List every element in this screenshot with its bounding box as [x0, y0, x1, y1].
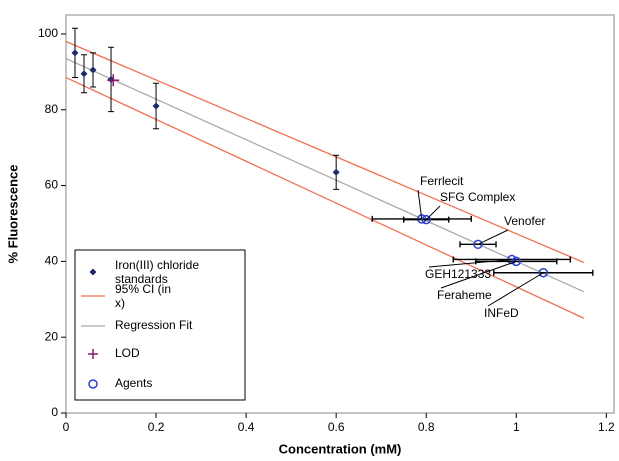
- x-tick-label: 0.6: [328, 420, 345, 434]
- data-point: [421, 214, 431, 225]
- ci-line: [65, 40, 585, 264]
- legend-label-line: standards: [115, 272, 168, 286]
- data-point: [332, 168, 340, 176]
- annotation: SFG Complex: [440, 190, 515, 204]
- annotation: GEH121333: [425, 267, 491, 281]
- x-tick-label: 0.4: [238, 420, 255, 434]
- y-tick-label: 80: [45, 102, 59, 116]
- legend-label: Iron(III) chloride standards: [115, 258, 202, 286]
- legend-label: Regression Fit: [115, 318, 193, 332]
- leader-line: [425, 205, 441, 221]
- x-tick-label: 1.2: [598, 420, 615, 434]
- ci-line: [65, 76, 585, 319]
- legend-marker: [89, 268, 97, 276]
- data-point: [71, 49, 79, 57]
- x-axis-label: Concentration (mM): [279, 441, 402, 456]
- annotation: Ferrlecit: [420, 174, 464, 188]
- y-tick-label: 20: [45, 329, 59, 343]
- data-point: [511, 256, 522, 267]
- data-point: [538, 268, 549, 278]
- leader-line: [417, 189, 423, 219]
- annotation: Feraheme: [437, 288, 492, 302]
- legend-marker: [88, 349, 98, 359]
- regression-line: [65, 57, 585, 293]
- legend-box: [74, 249, 246, 401]
- data-point: [473, 239, 483, 250]
- y-axis-label: % Fluorescence: [5, 165, 20, 264]
- plot-frame: [65, 14, 615, 414]
- data-point: [416, 214, 427, 224]
- leader-line: [477, 229, 509, 245]
- data-point: [89, 66, 97, 74]
- y-tick-label: 0: [51, 405, 58, 419]
- legend-label: LOD: [115, 346, 140, 360]
- x-tick-label: 0.8: [418, 420, 435, 434]
- y-tick-label: 40: [45, 254, 59, 268]
- y-tick-label: 60: [45, 178, 59, 192]
- legend-label: Agents: [115, 376, 152, 390]
- x-tick-label: 0.2: [148, 420, 165, 434]
- data-point: [152, 102, 160, 110]
- legend-label-line: 95% CI (in: [115, 282, 174, 296]
- leader-line: [440, 260, 517, 289]
- legend-marker: [88, 379, 98, 389]
- legend-label: 95% CI (in x): [115, 282, 174, 310]
- data-point: [107, 74, 120, 87]
- legend-label-line: Iron(III) chloride: [115, 258, 202, 272]
- annotation: Venofer: [504, 214, 545, 228]
- annotation: INFeD: [484, 306, 519, 320]
- x-tick-label: 1: [513, 420, 520, 434]
- error-bar: [403, 216, 450, 223]
- y-tick-label: 100: [38, 26, 58, 40]
- x-tick-label: 0: [63, 420, 70, 434]
- data-point: [80, 70, 88, 78]
- legend-label-line: x): [115, 296, 125, 310]
- leader-line: [487, 272, 544, 307]
